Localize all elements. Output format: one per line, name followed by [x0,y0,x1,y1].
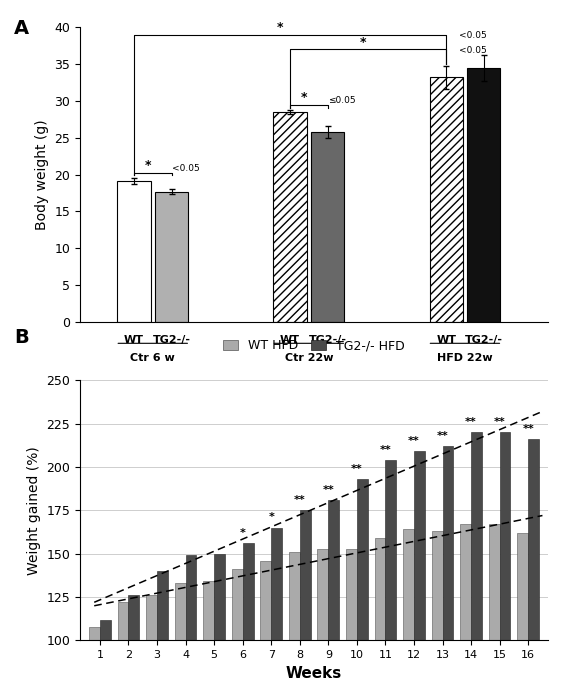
Bar [289,552,300,685]
Bar [89,627,100,685]
Bar [146,595,157,685]
Bar [186,556,196,685]
Text: **: ** [380,445,391,455]
Bar [128,595,139,685]
Text: WT: WT [280,335,300,345]
Bar [203,582,214,685]
Bar [385,460,396,685]
Text: **: ** [437,431,448,441]
Bar [214,553,225,685]
Text: **: ** [351,464,363,474]
Bar [429,77,463,322]
Bar [155,192,188,322]
Bar [300,510,311,685]
Text: Ctr 6 w: Ctr 6 w [130,353,175,363]
Bar [243,543,254,685]
Text: *: * [240,528,246,538]
Text: Ctr 22w: Ctr 22w [284,353,333,363]
Bar [271,527,282,685]
Bar [274,112,307,322]
Bar [471,432,482,685]
Text: <0.05: <0.05 [459,46,486,55]
Bar [118,602,128,685]
Bar [403,530,414,685]
Y-axis label: Weight gained (%): Weight gained (%) [27,446,41,575]
Bar [432,531,443,685]
Text: **: ** [522,424,534,434]
Text: WT: WT [124,335,144,345]
Bar [346,549,357,685]
Bar [489,524,500,685]
Bar [528,439,539,685]
Bar [467,68,500,322]
Text: **: ** [323,485,334,495]
Text: *: * [300,91,307,104]
Text: ≤0.05: ≤0.05 [328,97,355,105]
Bar [232,569,243,685]
Text: *: * [276,21,283,34]
Text: **: ** [294,495,305,505]
X-axis label: Weeks: Weeks [286,666,342,681]
Text: <0.05: <0.05 [459,31,486,40]
Bar [375,538,385,685]
Text: **: ** [465,417,477,427]
Text: B: B [14,328,29,347]
Bar [414,451,425,685]
Bar [118,181,151,322]
Text: HFD 22w: HFD 22w [437,353,493,363]
Bar [357,479,368,685]
Text: A: A [14,18,30,38]
Text: <0.05: <0.05 [171,164,199,173]
Bar [328,500,339,685]
Text: *: * [360,36,366,49]
Bar [500,432,510,685]
Text: *: * [144,159,151,172]
Bar [175,583,186,685]
Y-axis label: Body weight (g): Body weight (g) [35,119,49,230]
Bar [460,524,471,685]
Text: WT: WT [436,335,456,345]
Bar [100,620,111,685]
Text: TG2-/-: TG2-/- [152,335,191,345]
Bar [157,571,168,685]
Bar [317,549,328,685]
Bar [443,446,453,685]
Text: *: * [268,512,274,523]
Bar [311,132,344,322]
Bar [517,533,528,685]
Text: TG2-/-: TG2-/- [465,335,502,345]
Text: **: ** [494,417,505,427]
Legend: WT HFD, TG2-/- HFD: WT HFD, TG2-/- HFD [218,334,410,358]
Text: **: ** [408,436,420,446]
Bar [260,560,271,685]
Text: TG2-/-: TG2-/- [308,335,347,345]
